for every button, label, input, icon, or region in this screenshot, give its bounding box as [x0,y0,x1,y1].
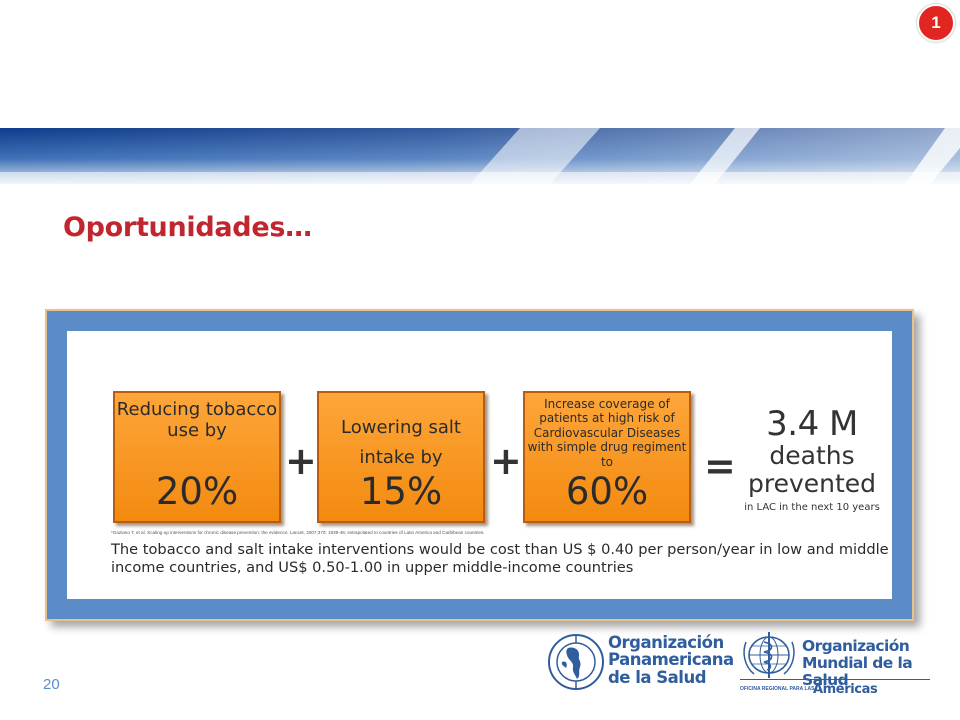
who-name-line: Organización [802,637,910,655]
result-line-deaths: deaths [769,441,855,470]
tobacco-box-label: Reducing tobacco use by [116,399,278,441]
infographic-frame: Reducing tobacco use by 20% + Lowering s… [45,309,914,621]
salt-box-percent: 15% [359,470,443,513]
cvd-box-label: Increase coverage of patients at high ri… [527,397,687,469]
result-value: 3.4 M [766,404,858,444]
result-note: in LAC in the next 10 years [744,501,880,513]
result-block: 3.4 M deaths prevented in LAC in the nex… [727,407,897,513]
equals-sign: = [704,444,736,488]
header-banner [0,128,960,184]
citation-footnote: *Gaziano T, et al. Scaling-up interventi… [111,530,485,535]
result-line-prevented: prevented [747,469,877,499]
slide-number-badge: 1 [917,4,955,42]
cvd-box: Increase coverage of patients at high ri… [523,391,691,523]
plus-sign: + [490,439,522,483]
who-subtitle: OFICINA REGIONAL PARA LAS [740,686,815,692]
plus-sign: + [285,439,317,483]
cvd-box-percent: 60% [565,470,649,513]
tobacco-box: Reducing tobacco use by 20% [113,391,281,523]
infographic-panel: Reducing tobacco use by 20% + Lowering s… [67,331,892,599]
who-divider [740,679,930,680]
who-name-line: Mundial de la Salud [802,654,913,690]
who-region: Américas [813,682,878,697]
paho-seal-icon [548,634,604,690]
paho-name: Organización Panamericana de la Salud [608,633,734,687]
who-emblem-icon [743,632,795,678]
tobacco-box-percent: 20% [155,470,239,513]
who-name: Organización Mundial de la Salud [802,637,960,690]
summary-text: The tobacco and salt intake intervention… [111,541,889,577]
paho-name-line: Panamericana [608,650,734,670]
paho-name-line: Organización [608,633,724,652]
paho-name-line: de la Salud [608,667,707,687]
page-number: 20 [43,676,60,693]
salt-box-label: Lowering salt intake by [341,417,461,468]
slide-title: Oportunidades… [63,212,312,243]
salt-box: Lowering salt intake by 15% [317,391,485,523]
